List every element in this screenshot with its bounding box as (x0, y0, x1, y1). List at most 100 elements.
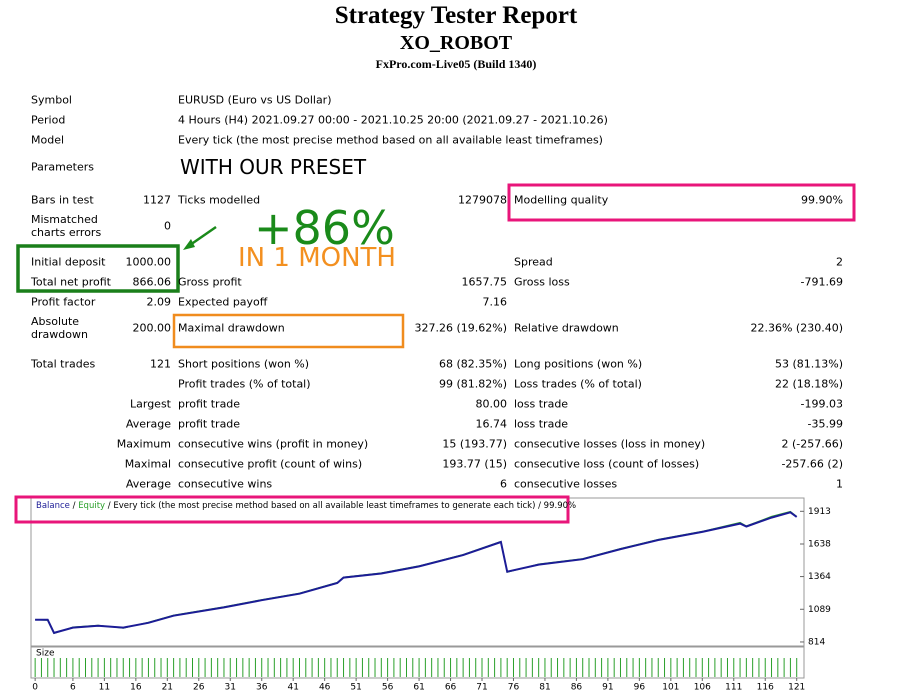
x-tick-label: 11 (99, 683, 110, 693)
field-value: 1 (836, 477, 843, 491)
field-label: Profit factor (31, 295, 96, 309)
server: FxPro.com-Live05 (Build 1340) (375, 57, 537, 71)
field-value: 99.90% (801, 193, 843, 207)
x-tick-label: 96 (634, 683, 646, 693)
period-note: IN 1 MONTH (238, 243, 396, 273)
field-label: Parameters (31, 160, 94, 174)
gain-note: +86% (254, 201, 395, 255)
series-line (35, 511, 798, 635)
field-label: consecutive wins (178, 477, 273, 491)
field-value: 99 (81.82%) (438, 377, 507, 391)
field-value: 0 (164, 219, 171, 233)
field-value: 7.16 (482, 295, 508, 309)
quality: 99.90% (543, 501, 577, 511)
field-label: Loss trades (% of total) (514, 377, 642, 391)
field-label: consecutive loss (count of losses) (514, 457, 700, 471)
field-value: 327.26 (19.62%) (414, 321, 507, 335)
y-tick-label: 1913 (808, 507, 831, 517)
field-value: 6 (500, 477, 507, 491)
arrow (189, 225, 217, 247)
field-label: Absolute drawdown (31, 315, 88, 341)
x-tick-label: 21 (162, 683, 173, 693)
field-label: Expected payoff (178, 295, 268, 309)
x-tick-label: 121 (788, 683, 805, 693)
x-tick-label: 0 (32, 683, 38, 693)
field-value: 15 (193.77) (442, 437, 507, 451)
field-value: 16.74 (475, 417, 508, 431)
field-value: 1000.00 (125, 255, 172, 269)
legend-entry: Balance (36, 501, 70, 511)
field-value: 200.00 (132, 321, 172, 335)
y-tick-label: 1089 (808, 605, 831, 615)
field-value: Average (125, 417, 171, 431)
subtitle: XO_ROBOT (399, 32, 513, 54)
field-label: Maximal drawdown (178, 321, 285, 335)
field-value: Average (125, 477, 171, 491)
field-value: -35.99 (807, 417, 843, 431)
x-tick-label: 66 (445, 683, 457, 693)
field-value: 80.00 (475, 397, 508, 411)
field-value: 866.06 (132, 275, 172, 289)
field-label: Gross loss (514, 275, 570, 289)
x-tick-label: 26 (193, 683, 205, 693)
y-tick-label: 1638 (808, 540, 831, 550)
x-tick-label: 16 (130, 683, 142, 693)
y-tick-label: 814 (808, 637, 825, 647)
field-label: profit trade (178, 397, 241, 411)
field-value: 22.36% (230.40) (750, 321, 843, 335)
x-tick-label: 6 (70, 683, 76, 693)
x-tick-label: 76 (508, 683, 520, 693)
x-tick-label: 31 (225, 683, 236, 693)
highlight-box (172, 313, 405, 349)
field-label: Every tick (the most precise method base… (178, 133, 603, 147)
x-tick-label: 91 (602, 683, 613, 693)
x-tick-label: 36 (256, 683, 268, 693)
field-value: Largest (130, 397, 171, 411)
field-value: 22 (18.18%) (774, 377, 843, 391)
field-label: Modelling quality (514, 193, 609, 207)
field-value: 1657.75 (461, 275, 508, 289)
field-value: 1279078 (458, 193, 507, 207)
field-label: Profit trades (% of total) (178, 377, 311, 391)
field-label: consecutive profit (count of wins) (178, 457, 363, 471)
field-label: EURUSD (Euro vs US Dollar) (178, 93, 332, 107)
legend-entry: Equity (78, 501, 106, 511)
field-value: 1127 (143, 193, 171, 207)
field-value: 193.77 (15) (442, 457, 507, 471)
preset-note: WITH OUR PRESET (180, 155, 367, 179)
field-value: Maximal (124, 457, 171, 471)
field-label: Gross profit (178, 275, 242, 289)
x-tick-label: 81 (539, 683, 550, 693)
x-tick-label: 51 (350, 683, 361, 693)
x-tick-label: 71 (476, 683, 487, 693)
x-tick-label: 101 (662, 683, 679, 693)
field-label: Symbol (31, 93, 72, 107)
field-value: 2.09 (146, 295, 172, 309)
field-label: Model (31, 133, 65, 147)
model: Every tick (the most precise method base… (113, 501, 536, 511)
x-tick-label: 116 (757, 683, 774, 693)
x-tick-label: 61 (413, 683, 424, 693)
field-value: 2 (-257.66) (781, 437, 843, 451)
field-label: Period (31, 113, 66, 127)
separator: / (107, 501, 111, 511)
field-value: -199.03 (800, 397, 843, 411)
field-label: profit trade (178, 417, 241, 431)
field-label: Total net profit (31, 275, 111, 289)
x-tick-label: 86 (571, 683, 583, 693)
field-label: Ticks modelled (178, 193, 261, 207)
field-label: Long positions (won %) (514, 357, 643, 371)
field-label: consecutive wins (profit in money) (178, 437, 369, 451)
field-label: Spread (514, 255, 553, 269)
field-label: consecutive losses (loss in money) (514, 437, 706, 451)
x-tick-label: 46 (319, 683, 331, 693)
field-label: loss trade (514, 417, 569, 431)
field-label: Relative drawdown (514, 321, 619, 335)
field-label: loss trade (514, 397, 569, 411)
field-label: Total trades (31, 357, 96, 371)
field-label: Mismatched charts errors (31, 213, 102, 239)
field-value: 68 (82.35%) (438, 357, 507, 371)
field-value: 53 (81.13%) (774, 357, 843, 371)
